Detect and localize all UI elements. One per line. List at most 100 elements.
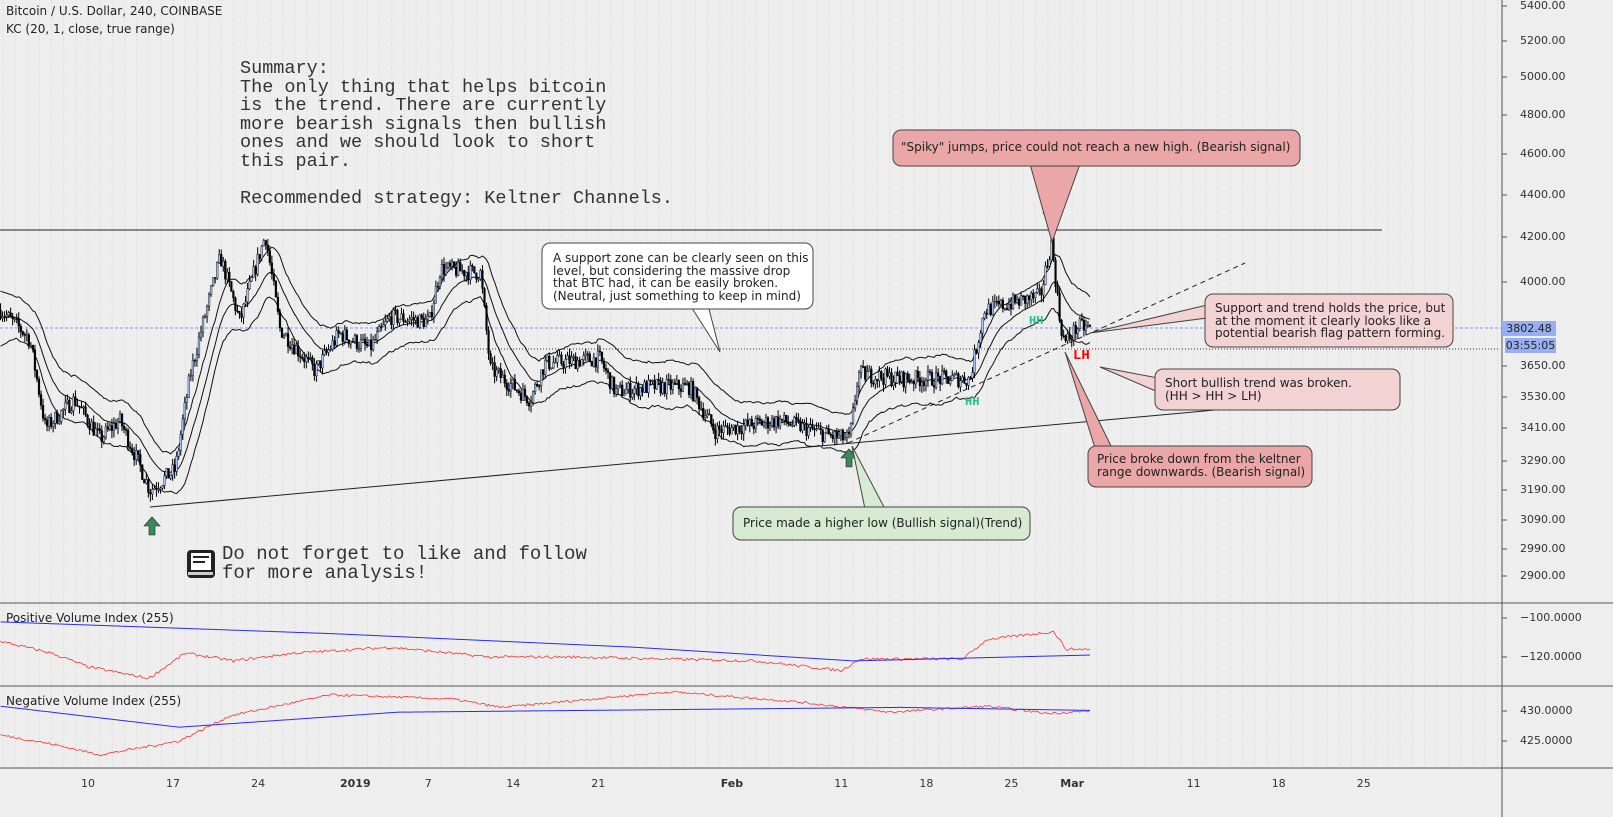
candle-body (653, 380, 656, 390)
time-tick-label: 14 (506, 777, 521, 790)
nvi-title[interactable]: Negative Volume Index (255) (6, 694, 182, 708)
candle-body (570, 356, 573, 365)
symbol-legend[interactable]: Bitcoin / U.S. Dollar, 240, COINBASE (6, 4, 223, 18)
candle-body (687, 382, 691, 395)
candle-body (248, 280, 251, 290)
support-trendline[interactable] (149, 394, 1381, 508)
hh-label[interactable]: HH (965, 395, 980, 409)
candle-body (272, 273, 275, 282)
pvi-tick-label: −120.0000 (1520, 650, 1582, 663)
time-tick-label: 11 (834, 777, 849, 790)
candle-body (410, 317, 413, 320)
pvi-title[interactable]: Positive Volume Index (255) (6, 611, 174, 625)
candle-body (939, 376, 942, 385)
candle-body (416, 317, 419, 328)
candle-body (469, 265, 472, 280)
candle-body (1076, 328, 1079, 334)
callout-support-trend[interactable] (1089, 293, 1454, 348)
candle-body (610, 376, 614, 389)
candle-body (325, 350, 328, 353)
candle-body (238, 311, 241, 314)
time-tick-label: 25 (1356, 777, 1371, 790)
candle-body (542, 369, 545, 375)
callout-higher-low[interactable] (732, 445, 1031, 541)
candle-body (311, 357, 314, 365)
candle-body (1082, 319, 1085, 331)
callout-price-broke[interactable] (1064, 351, 1313, 488)
price-tick-label: 4800.00 (1520, 108, 1566, 121)
candle-body (880, 371, 883, 379)
green-up-arrow-icon (143, 516, 161, 536)
candle-body (220, 254, 223, 267)
indicator-legend[interactable]: KC (20, 1, close, true range) (6, 22, 175, 36)
candle-body (118, 413, 122, 422)
candle-body (418, 314, 421, 328)
candle-body (388, 316, 391, 319)
candle-body (604, 367, 608, 371)
follow-text[interactable]: Do not forget to like and follow for mor… (222, 543, 587, 584)
candle-body (1046, 265, 1049, 268)
candle-body (448, 262, 452, 267)
candle-body (536, 383, 539, 386)
candle-body (240, 313, 243, 318)
callout-support-zone[interactable] (541, 242, 814, 353)
candle-body (519, 392, 523, 401)
candle-body (592, 357, 595, 367)
candle-body (1026, 295, 1029, 304)
hh-label[interactable]: HH (1029, 314, 1044, 328)
candle-body (1032, 292, 1035, 299)
candle-body (987, 303, 990, 315)
candle-body (999, 299, 1002, 305)
candle-body (762, 422, 766, 426)
candle-body (843, 437, 847, 441)
candle-body (754, 418, 757, 429)
candle-body (629, 382, 632, 398)
candle-body (902, 371, 905, 388)
candle-body (860, 366, 863, 373)
candle-body (1030, 292, 1033, 300)
candle-body (193, 360, 197, 362)
candle-body (78, 405, 81, 408)
candle-body (793, 416, 796, 426)
candle-body (505, 383, 508, 390)
candle-body (485, 305, 488, 331)
candle-body (216, 262, 219, 279)
callout-spiky[interactable] (892, 129, 1301, 244)
candle-body (1074, 325, 1077, 334)
candle-body (924, 380, 928, 386)
candle-body (1060, 320, 1063, 336)
candle-body (291, 344, 294, 349)
price-tick-label: 4200.00 (1520, 230, 1566, 243)
candle-body (1078, 318, 1081, 329)
candle-body (677, 380, 680, 389)
candle-body (126, 429, 130, 448)
candle-body (621, 384, 624, 396)
short-trendline[interactable] (847, 262, 1246, 444)
candle-body (133, 452, 136, 460)
candle-body (645, 381, 648, 393)
candle-body (894, 371, 897, 383)
candle-body (394, 309, 397, 311)
candle-body (1022, 295, 1025, 297)
candle-body (801, 423, 804, 431)
candle-body (900, 371, 903, 382)
candle-body (390, 316, 393, 325)
summary-text[interactable]: Summary: The only thing that helps bitco… (240, 58, 673, 209)
candle-body (983, 312, 986, 319)
candle-body (280, 327, 284, 338)
lh-label[interactable]: LH (1073, 348, 1090, 364)
callout-short-bullish[interactable] (1099, 366, 1401, 411)
candle-body (29, 344, 32, 347)
candle-body (1001, 299, 1004, 309)
price-tick-label: 5000.00 (1520, 70, 1566, 83)
candle-body (730, 427, 733, 435)
candle-body (841, 429, 845, 441)
candle-body (965, 382, 968, 386)
candle-body (432, 303, 435, 318)
candle-body (714, 430, 717, 440)
candle-body (525, 396, 529, 404)
candle-body (147, 479, 150, 493)
candle-body (870, 368, 873, 384)
candle-body (651, 380, 654, 382)
